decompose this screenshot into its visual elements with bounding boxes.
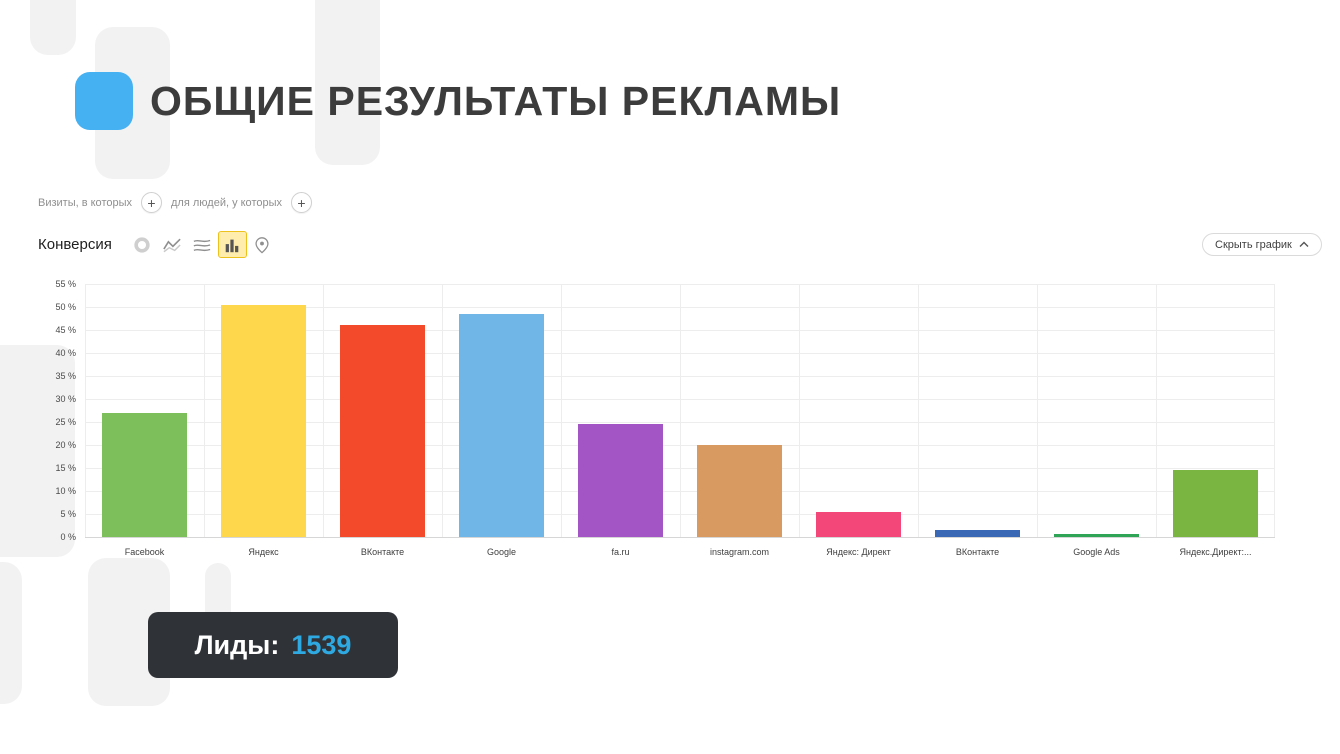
visits-segment-label: Визиты, в которых [38,196,132,209]
gridline-vertical [561,284,562,537]
x-axis-label: instagram.com [709,547,770,557]
bar [577,424,664,537]
chart-plot-area [85,284,1275,538]
chart-y-axis: 0 % 5 % 10 % 15 % 20 % 25 % 30 % 35 % 40 % 45 % 50… [38,279,76,542]
conversion-bar-chart: 0 % 5 % 10 % 15 % 20 % 25 % 30 % 35 % 40 % 45 % 50… [38,279,1278,574]
x-axis-label: Google [486,547,517,557]
plus-icon: + [147,194,156,211]
bar [815,511,902,537]
hide-chart-label: Скрыть график [1215,238,1292,251]
bar-chart-icon[interactable] [217,231,247,258]
y-axis-tick-label: 50 % [55,302,76,312]
title-icon [75,72,133,130]
metric-label: Конверсия [38,236,112,253]
y-axis-tick-label: 35 % [55,371,76,381]
hide-chart-button[interactable]: Скрыть график [1202,233,1322,256]
gridline-vertical [918,284,919,537]
bar [1053,533,1140,537]
page-title: ОБЩИЕ РЕЗУЛЬТАТЫ РЕКЛАМЫ [150,77,842,124]
add-visits-condition-button[interactable]: + [141,192,162,213]
segmentation-bar: Визиты, в которых + для людей, у которых… [38,192,312,213]
map-pin-icon[interactable] [248,231,277,258]
people-segment-label: для людей, у которых [171,196,282,209]
gridline-vertical [323,284,324,537]
add-people-condition-button[interactable]: + [291,192,312,213]
y-axis-tick-label: 20 % [55,440,76,450]
gridline-vertical [1037,284,1038,537]
decor-shape [315,0,380,165]
gridline-vertical [680,284,681,537]
gridline-vertical [442,284,443,537]
area-chart-icon[interactable] [188,231,217,258]
x-axis-label: Google Ads [1073,547,1120,557]
x-axis-label: Яндекс.Директ:... [1179,547,1252,557]
x-axis-label: fa.ru [611,547,630,557]
chevron-up-icon [1299,241,1309,247]
y-axis-tick-label: 40 % [55,348,76,358]
x-axis-label: ВКонтакте [360,547,405,557]
line-chart-icon[interactable] [158,231,187,258]
bar [934,530,1021,537]
leads-badge: Лиды: 1539 [148,612,398,678]
bar [458,313,545,537]
bar [101,412,188,537]
y-axis-tick-label: 25 % [55,417,76,427]
gridline-horizontal [85,537,1275,538]
gridline-vertical [1156,284,1157,537]
bar [696,445,783,537]
y-axis-tick-label: 55 % [55,279,76,289]
gridline-vertical [1274,284,1275,537]
x-axis-label: Яндекс [248,547,279,557]
donut-chart-icon[interactable] [128,231,157,258]
y-axis-tick-label: 0 % [60,532,76,542]
decor-shape [0,345,75,557]
x-axis-label: Facebook [124,547,165,557]
y-axis-tick-label: 45 % [55,325,76,335]
y-axis-tick-label: 5 % [60,509,76,519]
gridline-vertical [204,284,205,537]
y-axis-tick-label: 10 % [55,486,76,496]
slide-header: ОБЩИЕ РЕЗУЛЬТАТЫ РЕКЛАМЫ [75,72,841,130]
y-axis-tick-label: 15 % [55,463,76,473]
gridline-vertical [799,284,800,537]
decor-shape [0,562,22,704]
leads-label: Лиды: [194,629,280,660]
metric-row: Конверсия [38,231,277,258]
gridline-vertical [85,284,86,537]
y-axis-tick-label: 30 % [55,394,76,404]
bar [220,304,307,537]
bar [1172,470,1259,537]
x-axis-label: ВКонтакте [955,547,1000,557]
decor-shape [30,0,76,55]
bar [339,325,426,537]
chart-type-toolbar [128,231,277,258]
leads-value: 1539 [291,629,352,660]
plus-icon: + [297,194,306,211]
x-axis-label: Яндекс: Директ [826,547,891,557]
